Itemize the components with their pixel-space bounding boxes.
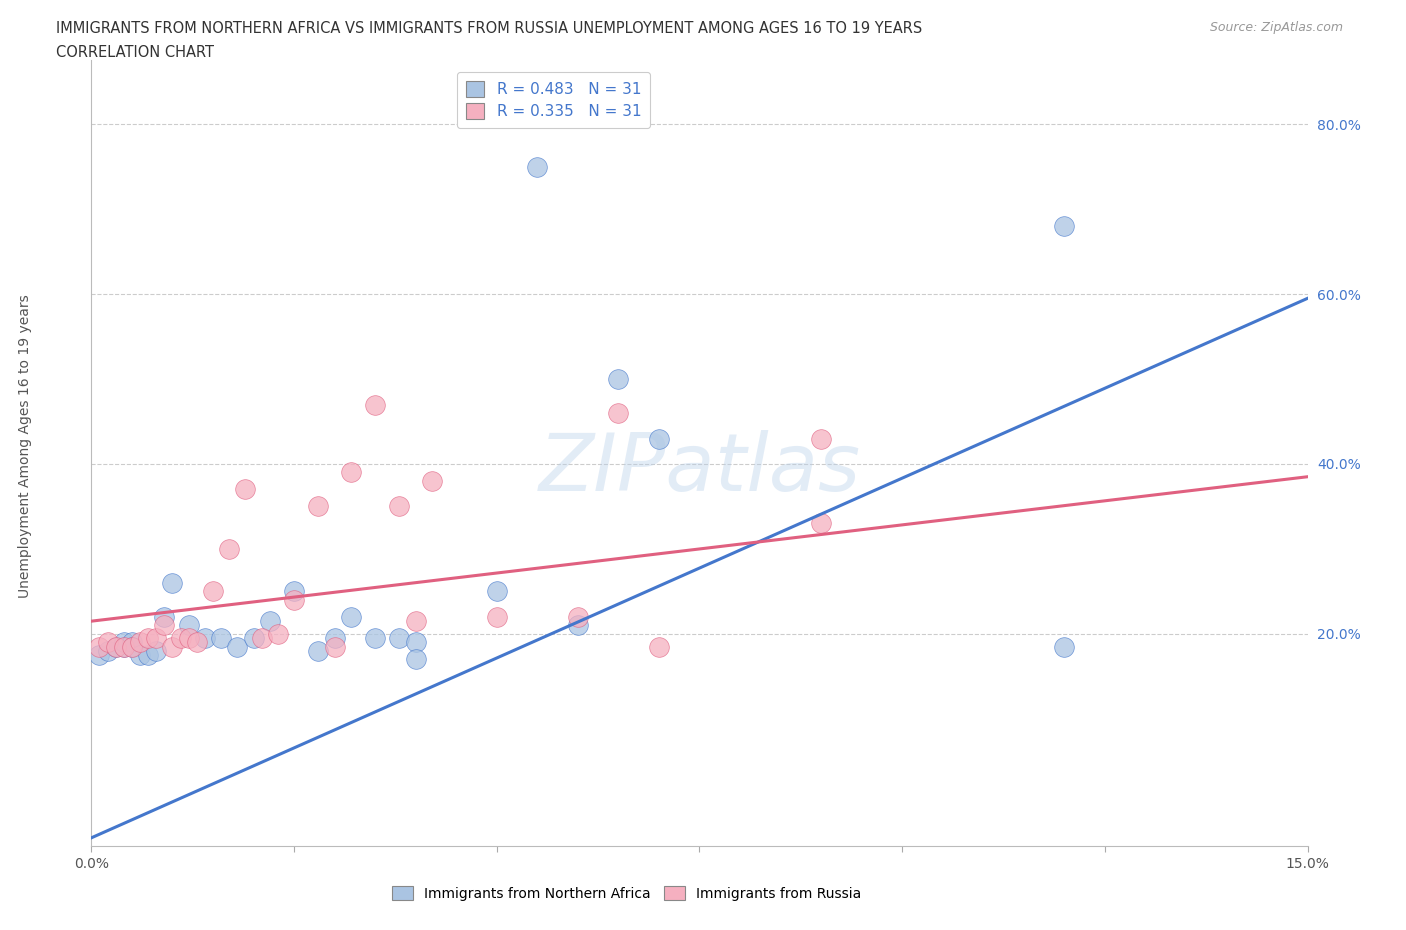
Point <box>485 609 508 624</box>
Point <box>177 618 200 632</box>
Point <box>810 432 832 446</box>
Point <box>250 631 273 645</box>
Point <box>567 618 589 632</box>
Point <box>112 635 135 650</box>
Text: Source: ZipAtlas.com: Source: ZipAtlas.com <box>1209 21 1343 34</box>
Legend: Immigrants from Northern Africa, Immigrants from Russia: Immigrants from Northern Africa, Immigra… <box>387 880 868 906</box>
Point <box>145 631 167 645</box>
Point <box>405 614 427 629</box>
Point <box>194 631 217 645</box>
Point <box>169 631 191 645</box>
Point <box>307 499 329 514</box>
Point <box>648 639 671 654</box>
Point <box>267 627 290 642</box>
Point <box>121 635 143 650</box>
Point <box>323 639 346 654</box>
Point <box>307 644 329 658</box>
Point <box>607 372 630 387</box>
Point <box>420 473 443 488</box>
Point <box>162 576 184 591</box>
Point <box>136 631 159 645</box>
Point <box>153 618 176 632</box>
Point <box>121 639 143 654</box>
Point <box>112 639 135 654</box>
Point <box>388 499 411 514</box>
Point <box>186 635 208 650</box>
Point <box>405 635 427 650</box>
Text: ZIPatlas: ZIPatlas <box>538 430 860 508</box>
Point <box>526 159 548 174</box>
Point <box>177 631 200 645</box>
Text: CORRELATION CHART: CORRELATION CHART <box>56 45 214 60</box>
Point <box>340 609 363 624</box>
Point <box>283 592 305 607</box>
Point <box>145 644 167 658</box>
Point <box>121 639 143 654</box>
Point <box>89 639 111 654</box>
Point <box>405 652 427 667</box>
Point <box>1053 639 1076 654</box>
Point <box>162 639 184 654</box>
Point <box>323 631 346 645</box>
Point <box>388 631 411 645</box>
Point <box>283 584 305 599</box>
Point <box>242 631 264 645</box>
Point <box>1053 219 1076 233</box>
Point <box>235 482 257 497</box>
Point <box>340 465 363 480</box>
Point <box>218 541 240 556</box>
Point <box>136 647 159 662</box>
Text: Unemployment Among Ages 16 to 19 years: Unemployment Among Ages 16 to 19 years <box>18 295 32 598</box>
Point <box>364 397 387 412</box>
Point <box>104 639 127 654</box>
Point <box>129 635 152 650</box>
Point <box>607 405 630 420</box>
Point <box>209 631 232 645</box>
Point <box>112 639 135 654</box>
Point <box>97 644 120 658</box>
Text: IMMIGRANTS FROM NORTHERN AFRICA VS IMMIGRANTS FROM RUSSIA UNEMPLOYMENT AMONG AGE: IMMIGRANTS FROM NORTHERN AFRICA VS IMMIG… <box>56 21 922 36</box>
Point <box>810 516 832 531</box>
Point <box>226 639 249 654</box>
Point <box>485 584 508 599</box>
Point <box>648 432 671 446</box>
Point <box>364 631 387 645</box>
Point <box>567 609 589 624</box>
Point <box>153 609 176 624</box>
Point <box>129 647 152 662</box>
Point <box>97 635 120 650</box>
Point <box>89 647 111 662</box>
Point <box>202 584 225 599</box>
Point <box>104 639 127 654</box>
Point <box>259 614 281 629</box>
